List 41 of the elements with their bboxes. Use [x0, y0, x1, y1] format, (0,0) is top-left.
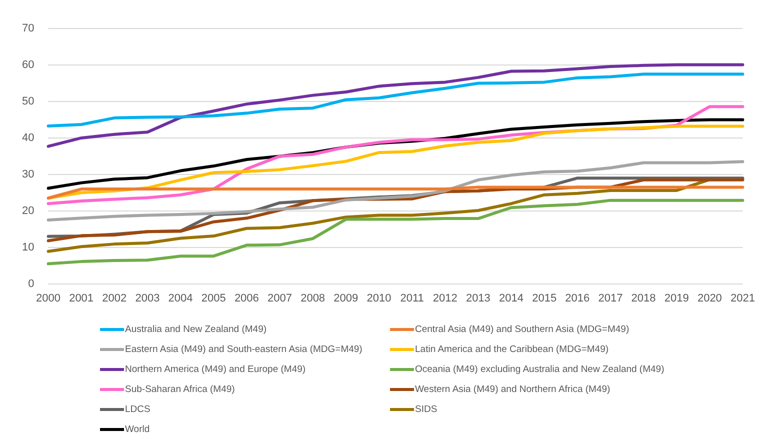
- legend-label: Sub-Saharan Africa (M49): [125, 384, 235, 394]
- y-tick-label: 20: [22, 204, 34, 217]
- y-tick-label: 60: [22, 59, 34, 72]
- x-tick-label: 2004: [168, 292, 193, 304]
- legend-label: LDCS: [125, 404, 150, 414]
- legend-label: Northern America (M49) and Europe (M49): [125, 364, 306, 374]
- x-tick-label: 2008: [300, 292, 326, 304]
- x-tick-label: 2012: [432, 292, 458, 304]
- legend-label: World: [125, 424, 150, 434]
- y-tick-label: 40: [22, 132, 34, 144]
- y-tick-label: 50: [22, 96, 34, 108]
- x-tick-label: 2011: [400, 292, 424, 304]
- x-tick-label: 2001: [69, 292, 94, 304]
- y-tick-label: 10: [22, 241, 34, 254]
- x-tick-label: 2018: [631, 292, 656, 304]
- x-tick-label: 2010: [366, 292, 392, 304]
- x-tick-label: 2015: [532, 292, 557, 304]
- x-tick-label: 2021: [730, 292, 756, 304]
- x-tick-label: 2014: [499, 292, 524, 304]
- y-tick-label: 0: [28, 278, 34, 290]
- x-tick-label: 2020: [697, 292, 722, 304]
- legend-label: Australia and New Zealand (M49): [125, 324, 267, 334]
- x-tick-label: 2013: [466, 292, 490, 304]
- y-tick-label: 30: [22, 168, 34, 180]
- legend-label: Oceania (M49) excluding Australia and New Zealand (M49): [415, 364, 664, 374]
- x-tick-label: 2019: [664, 292, 689, 304]
- x-tick-label: 2002: [102, 292, 127, 304]
- x-tick-label: 2003: [135, 292, 160, 304]
- legend-label: Eastern Asia (M49) and South-eastern Asia (MDG=M49): [125, 344, 362, 354]
- x-tick-label: 2009: [334, 292, 358, 304]
- x-tick-label: 2005: [201, 292, 226, 304]
- x-tick-label: 2000: [36, 292, 60, 304]
- legend-label: Latin America and the Caribbean (MDG=M49): [415, 344, 609, 354]
- legend-label: Western Asia (M49) and Northern Africa (M49): [415, 384, 610, 394]
- x-tick-label: 2016: [565, 292, 590, 304]
- legend-label: SIDS: [415, 404, 438, 414]
- y-tick-label: 70: [22, 22, 34, 35]
- legend-label: Central Asia (M49) and Southern Asia (MDG=M49): [415, 324, 630, 334]
- x-tick-label: 2006: [234, 292, 259, 304]
- x-tick-label: 2017: [598, 292, 623, 304]
- x-tick-label: 2007: [268, 292, 292, 304]
